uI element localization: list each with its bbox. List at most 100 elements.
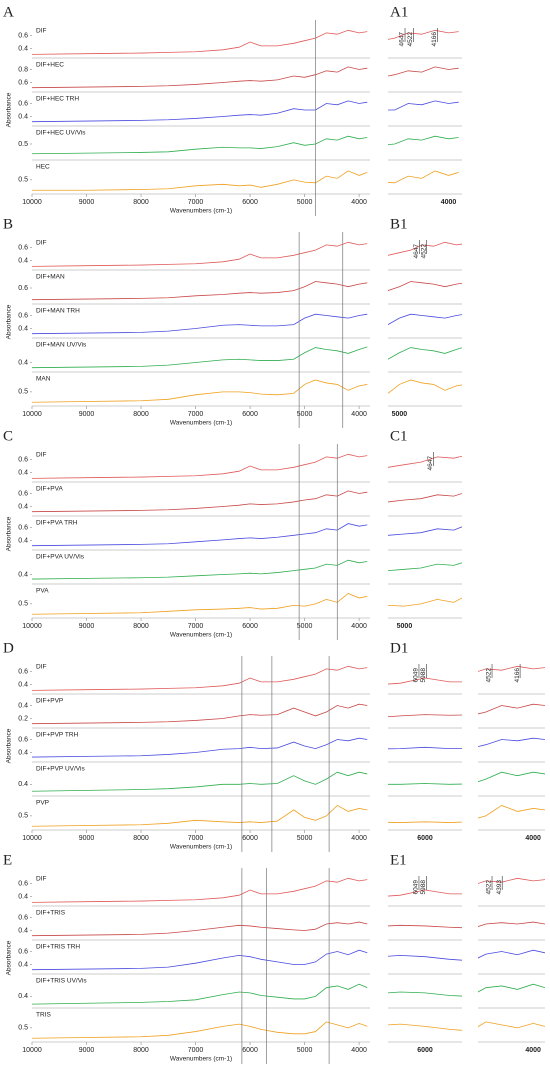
inset-spectrum [388, 821, 462, 823]
x-axis-label: Wavenumbers (cm-1) [170, 632, 232, 639]
series-name: DIF+MAN UV/Vis [36, 342, 87, 349]
inset-spectrum [388, 746, 462, 750]
annotation-label: 4522 [407, 32, 414, 47]
inset-spectrum [478, 805, 545, 819]
inset-spectrum [388, 562, 462, 572]
x-axis-label: Wavenumbers (cm-1) [170, 420, 232, 427]
series-name: DIF+PVP UV/Vis [36, 766, 85, 773]
x-tick-label: 5000 [297, 623, 313, 630]
x-tick-label: 8000 [133, 835, 149, 842]
x-tick-label: 6000 [242, 199, 258, 206]
panel-label: A [3, 4, 14, 20]
inset-spectrum [388, 714, 462, 718]
inset-spectrum [388, 1023, 462, 1031]
x-axis-label: Wavenumbers (cm-1) [170, 1056, 232, 1063]
y-tick-label: 0.6 [18, 736, 28, 743]
inset-spectrum [388, 313, 462, 326]
y-tick-label: 0.8 [18, 66, 28, 73]
inset-spectrum [388, 379, 462, 394]
inset-spectrum [388, 493, 462, 503]
x-axis-label: Wavenumbers (cm-1) [170, 844, 232, 851]
y-axis-label: Absorbance [6, 92, 13, 127]
inset-spectrum [478, 949, 545, 959]
series-name: DIF+PVA [36, 486, 63, 493]
spectrum [31, 241, 368, 267]
spectrum [31, 100, 368, 123]
inset-label: E1 [390, 852, 407, 868]
y-tick-label: 0.4 [18, 993, 28, 1000]
panel-label: D [3, 640, 14, 656]
series-name: HEC [36, 164, 50, 171]
y-axis-label: Absorbance [6, 940, 13, 975]
x-tick-label: 9000 [79, 623, 95, 630]
inset-spectrum [388, 526, 462, 536]
annotation-label: 4393 [496, 880, 503, 895]
annotation-label: 4647 [399, 32, 406, 47]
y-tick-label: 0.4 [18, 359, 28, 366]
inset-spectrum [478, 983, 545, 993]
spectrum [31, 66, 368, 89]
x-tick-label: 10000 [22, 623, 42, 630]
x-tick-label: 4000 [351, 623, 367, 630]
spectrum [31, 949, 368, 971]
inset-x-tick-label: 5000 [397, 623, 413, 630]
inset-x-tick-label: 6000 [417, 835, 433, 842]
y-tick-label: 0.2 [18, 715, 28, 722]
x-axis-label: Wavenumbers (cm-1) [170, 208, 232, 215]
y-tick-label: 0.4 [18, 681, 28, 688]
spectrum [31, 523, 368, 547]
y-tick-label: 0.5 [18, 389, 28, 396]
panel-label: B [3, 216, 13, 232]
inset-spectrum [388, 347, 462, 360]
annotation-label: 4647 [413, 244, 420, 259]
inset-x-tick-label: 4000 [525, 835, 541, 842]
y-tick-label: 0.6 [18, 880, 28, 887]
spectrum [31, 490, 368, 513]
y-tick-label: 0.4 [18, 113, 28, 120]
series-name: DIF+MAN [36, 274, 65, 281]
series-name: DIF+TRIS TRH [36, 944, 80, 951]
x-tick-label: 9000 [79, 411, 95, 418]
inset-label: C1 [390, 428, 408, 444]
y-tick-label: 0.6 [18, 244, 28, 251]
y-tick-label: 0.6 [18, 490, 28, 497]
inset-x-tick-label: 6000 [417, 1047, 433, 1054]
panel-label: C [3, 428, 13, 444]
inset-spectrum [388, 991, 462, 997]
y-tick-label: 0.4 [18, 45, 28, 52]
inset-spectrum [388, 29, 459, 40]
spectrum [31, 703, 368, 725]
y-tick-label: 0.4 [18, 702, 28, 709]
y-tick-label: 0.4 [18, 893, 28, 900]
x-tick-label: 9000 [79, 835, 95, 842]
x-tick-label: 10000 [22, 411, 42, 418]
inset-spectrum [478, 665, 545, 672]
inset-spectrum [388, 889, 462, 897]
series-name: DIF+MAN TRH [36, 308, 80, 315]
spectrum [31, 877, 368, 903]
y-tick-label: 0.6 [18, 524, 28, 531]
inset-spectrum [478, 771, 545, 783]
x-tick-label: 4000 [351, 1047, 367, 1054]
inset-spectrum [388, 241, 462, 256]
inset-label: B1 [390, 216, 408, 232]
spectrum [31, 281, 368, 301]
x-tick-label: 7000 [188, 411, 204, 418]
spectrum [31, 983, 368, 1005]
y-axis-label: Absorbance [6, 516, 13, 551]
annotation-label: 4522 [486, 880, 493, 895]
series-name: PVA [36, 588, 49, 595]
y-axis-label: Absorbance [6, 728, 13, 763]
x-tick-label: 7000 [188, 199, 204, 206]
y-tick-label: 0.4 [18, 961, 28, 968]
x-tick-label: 4000 [351, 411, 367, 418]
inset-spectrum [388, 924, 462, 929]
spectrum [31, 665, 368, 691]
annotation-label: 4166 [514, 668, 521, 683]
spectrum [31, 592, 368, 615]
x-tick-label: 6000 [242, 623, 258, 630]
spectrum [31, 737, 368, 758]
spectrum [31, 559, 368, 580]
series-name: PVP [36, 800, 49, 807]
x-tick-label: 5000 [297, 411, 313, 418]
